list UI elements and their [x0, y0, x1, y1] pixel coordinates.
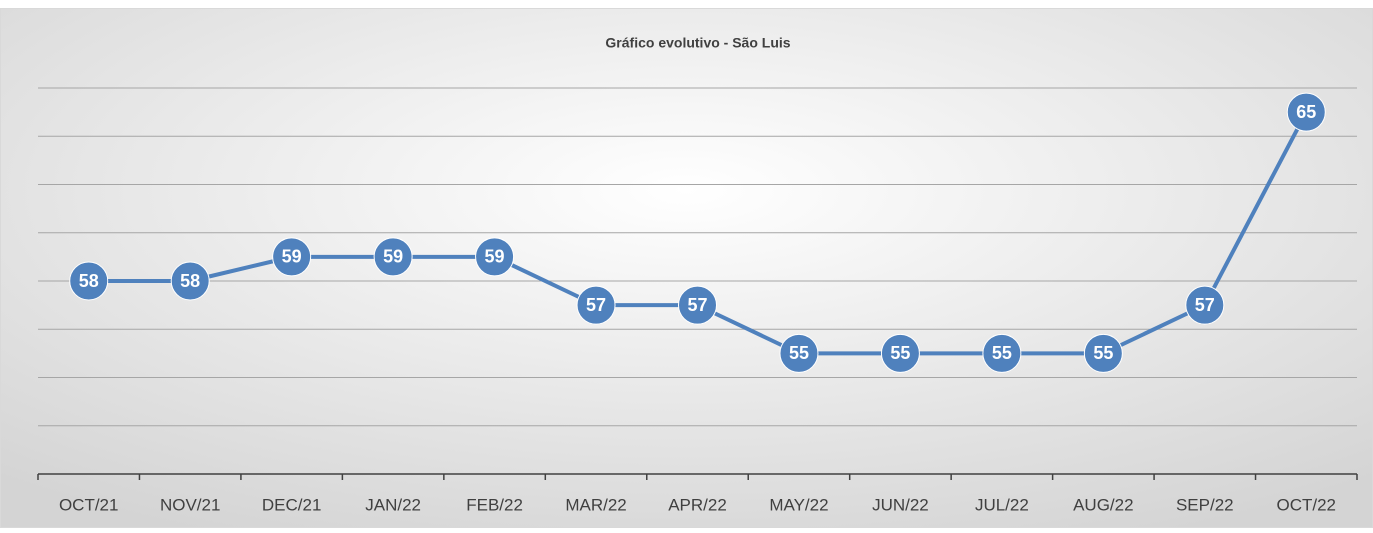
data-label: 55	[992, 343, 1012, 363]
data-point	[373, 237, 413, 277]
data-point	[170, 261, 210, 301]
x-tick-label: DEC/21	[262, 495, 322, 514]
x-tick-label: FEB/22	[466, 495, 523, 514]
data-label: 55	[890, 343, 910, 363]
data-label: 65	[1296, 102, 1316, 122]
data-point	[779, 333, 819, 373]
data-point	[272, 237, 312, 277]
x-tick-label: MAR/22	[565, 495, 626, 514]
data-label: 57	[1195, 295, 1215, 315]
data-label: 58	[180, 271, 200, 291]
x-tick-label: APR/22	[668, 495, 727, 514]
data-label: 59	[383, 247, 403, 267]
data-label: 59	[485, 247, 505, 267]
data-label: 55	[1093, 343, 1113, 363]
x-tick-label: OCT/21	[59, 495, 119, 514]
data-label: 57	[586, 295, 606, 315]
data-point	[678, 285, 717, 325]
data-label: 57	[687, 295, 707, 315]
x-tick-label: JUL/22	[975, 495, 1029, 514]
data-label: 59	[282, 247, 302, 267]
data-point	[1185, 285, 1225, 325]
chart-background	[0, 8, 1373, 528]
x-tick-label: SEP/22	[1176, 495, 1234, 514]
data-label: 58	[79, 271, 99, 291]
data-point	[880, 333, 920, 373]
data-point	[69, 261, 109, 301]
data-point	[1083, 333, 1123, 373]
data-label: 55	[789, 343, 809, 363]
x-tick-label: MAY/22	[769, 495, 828, 514]
x-tick-label: AUG/22	[1073, 495, 1133, 514]
data-point	[576, 285, 616, 325]
x-tick-label: JAN/22	[365, 495, 421, 514]
data-point	[982, 333, 1022, 373]
data-point	[1286, 92, 1326, 132]
x-tick-label: OCT/22	[1277, 495, 1337, 514]
chart-title: Gráfico evolutivo - São Luis	[605, 35, 790, 51]
data-point	[475, 237, 515, 277]
x-tick-label: NOV/21	[160, 495, 220, 514]
x-tick-label: JUN/22	[872, 495, 929, 514]
